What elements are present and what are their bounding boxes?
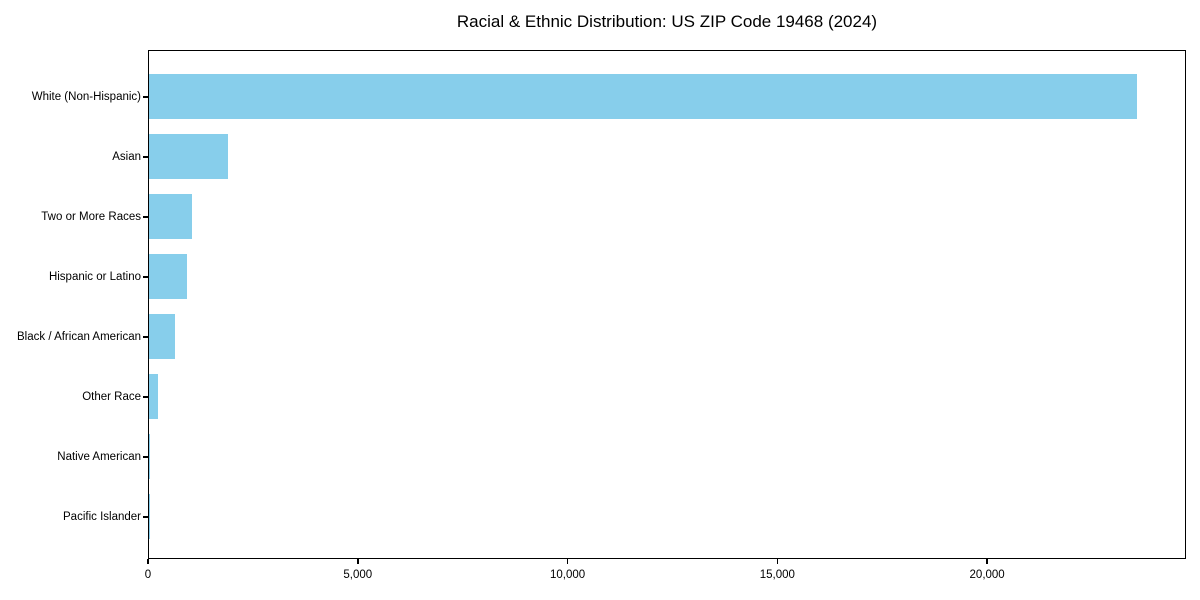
bar-white-non-hispanic: [149, 74, 1138, 119]
x-tick-mark: [566, 559, 569, 564]
y-tick-mark: [143, 456, 148, 458]
y-tick-label: Asian: [112, 151, 141, 163]
y-tick-mark: [143, 396, 148, 398]
x-tick-mark: [986, 559, 988, 564]
bar-other-race: [149, 374, 159, 419]
x-tick-mark: [147, 559, 149, 564]
y-tick-mark: [143, 276, 148, 278]
x-tick-label: 15,000: [759, 569, 795, 581]
chart-title: Racial & Ethnic Distribution: US ZIP Cod…: [456, 12, 878, 31]
y-tick-label: Black / African American: [17, 331, 141, 343]
bar-two-or-more-races: [149, 194, 192, 239]
y-tick-mark: [143, 96, 148, 98]
y-tick-mark: [143, 336, 148, 338]
x-tick-mark: [357, 559, 359, 564]
y-tick-label: Two or More Races: [41, 211, 141, 223]
y-tick-label: Pacific Islander: [63, 511, 141, 523]
x-tick-label: 5,000: [343, 569, 373, 581]
bar-black-african-american: [149, 314, 175, 359]
x-tick-label: 0: [144, 569, 152, 581]
y-tick-label: Other Race: [82, 391, 141, 403]
y-tick-mark: [143, 516, 148, 518]
y-tick-mark: [143, 216, 148, 218]
plot-area: [148, 50, 1186, 559]
x-tick-label: 20,000: [969, 569, 1005, 581]
bar-native-american: [149, 434, 151, 479]
y-tick-label: Native American: [57, 451, 141, 463]
bar-hispanic-or-latino: [149, 254, 187, 299]
bar-asian: [149, 134, 228, 179]
x-tick-label: 10,000: [549, 569, 586, 581]
y-tick-label: Hispanic or Latino: [48, 271, 141, 283]
y-tick-mark: [143, 156, 148, 158]
x-tick-mark: [776, 559, 779, 564]
y-tick-label: White (Non-Hispanic): [31, 91, 141, 103]
